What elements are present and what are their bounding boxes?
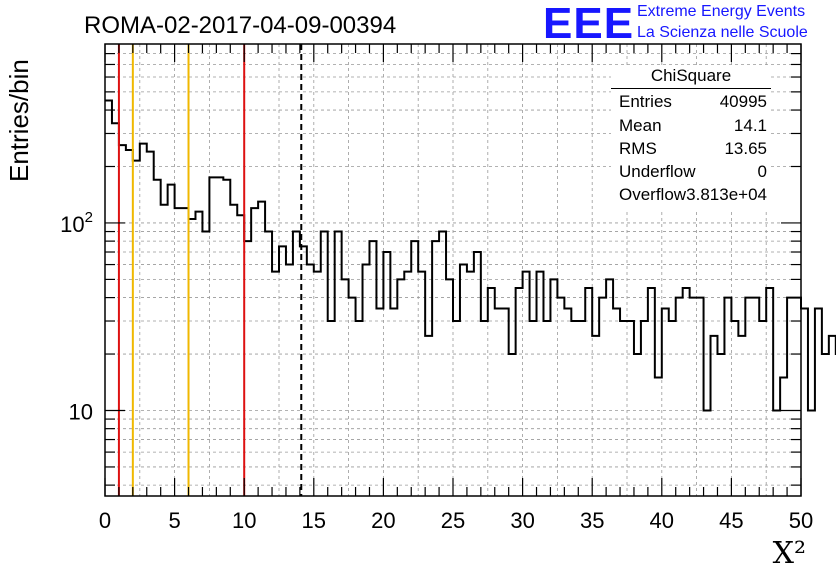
stats-value: 14.1 xyxy=(733,116,767,135)
y-tick-label: 102 xyxy=(60,209,93,237)
stats-row: Underflow 0 xyxy=(611,162,771,184)
x-axis-label: X² xyxy=(772,536,806,571)
stats-row: Mean 14.1 xyxy=(611,116,771,138)
x-tick-label: 20 xyxy=(371,508,395,533)
stats-row: Entries 40995 xyxy=(611,92,771,114)
x-tick-label: 35 xyxy=(580,508,604,533)
logo-tagline-1: Extreme Energy Events xyxy=(637,3,806,20)
x-tick-label: 30 xyxy=(510,508,534,533)
stats-key: Mean xyxy=(619,116,662,135)
stats-divider xyxy=(611,88,771,89)
y-tick-exponent: 2 xyxy=(85,209,93,226)
histogram-line xyxy=(105,99,836,412)
x-tick-label: 50 xyxy=(789,508,813,533)
stats-key: Entries xyxy=(619,92,672,111)
x-tick-label: 5 xyxy=(168,508,180,533)
x-tick-label: 40 xyxy=(650,508,674,533)
x-tick-label: 45 xyxy=(719,508,743,533)
logo-tagline-2: La Scienza nelle Scuole xyxy=(637,24,808,41)
y-tick-label: 10 xyxy=(69,399,93,424)
stats-box: ChiSquare Entries 40995 Mean 14.1 RMS 13… xyxy=(611,66,771,210)
x-tick-label: 25 xyxy=(441,508,465,533)
stats-key: Underflow xyxy=(619,162,696,181)
stats-row: RMS 13.65 xyxy=(611,139,771,161)
x-tick-label: 15 xyxy=(302,508,326,533)
y-axis-label: Entries/bin xyxy=(4,59,34,182)
stats-row: Overflow 3.813e+04 xyxy=(611,185,771,207)
plot-title: ROMA-02-2017-04-09-00394 xyxy=(84,12,397,39)
x-tick-label: 0 xyxy=(99,508,111,533)
stats-value: 13.65 xyxy=(724,139,767,158)
x-tick-label: 10 xyxy=(232,508,256,533)
stats-value: 40995 xyxy=(719,92,767,111)
stats-value: 0 xyxy=(757,162,767,181)
stats-title: ChiSquare xyxy=(650,66,732,85)
stats-key: RMS xyxy=(619,139,657,158)
eee-logo: EEE xyxy=(543,0,635,48)
stats-value: 3.813e+04 xyxy=(686,185,767,204)
stats-key: Overflow xyxy=(619,185,687,204)
